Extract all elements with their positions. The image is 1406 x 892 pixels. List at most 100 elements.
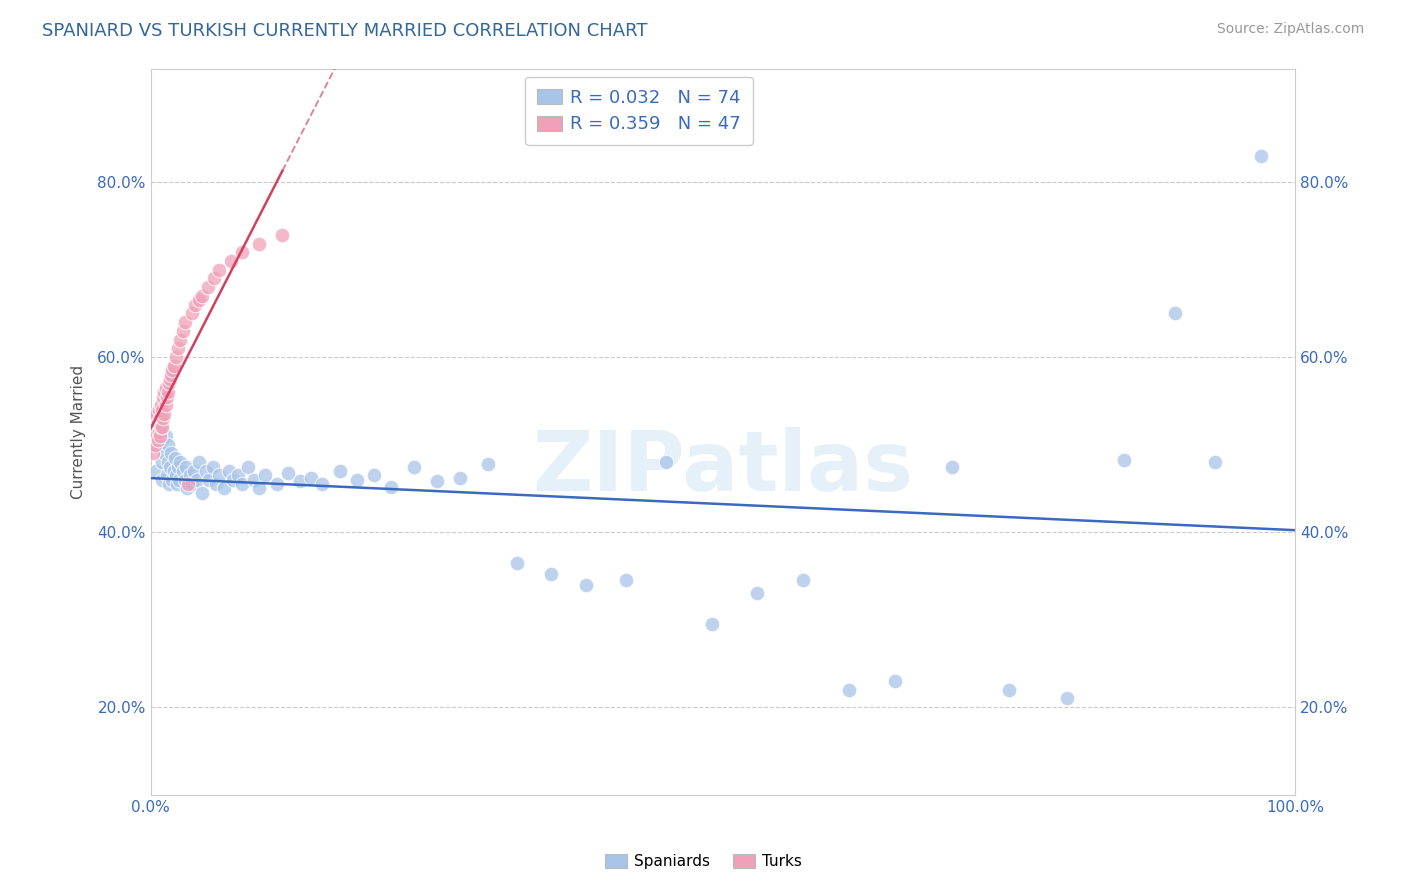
Point: [156, 390, 179, 404]
Point: [311, 477, 333, 491]
Point: [205, 477, 228, 491]
Point: [231, 245, 253, 260]
Point: [160, 446, 183, 460]
Point: [156, 455, 179, 469]
Point: [176, 482, 198, 496]
Point: [159, 459, 181, 474]
Point: [838, 682, 860, 697]
Point: [187, 455, 209, 469]
Point: [148, 402, 170, 417]
Point: [145, 407, 167, 421]
Point: [152, 390, 174, 404]
Point: [1250, 149, 1272, 163]
Point: [198, 473, 221, 487]
Point: [575, 578, 598, 592]
Point: [346, 473, 368, 487]
Point: [149, 411, 172, 425]
Point: [167, 342, 190, 356]
Point: [172, 324, 194, 338]
Point: [614, 574, 637, 588]
Point: [218, 464, 240, 478]
Point: [249, 236, 271, 251]
Point: [152, 411, 174, 425]
Point: [288, 475, 311, 489]
Point: [146, 416, 169, 430]
Point: [201, 459, 224, 474]
Point: [165, 350, 187, 364]
Point: [191, 289, 214, 303]
Point: [184, 298, 207, 312]
Point: [222, 473, 245, 487]
Point: [142, 446, 165, 460]
Text: Source: ZipAtlas.com: Source: ZipAtlas.com: [1216, 22, 1364, 37]
Point: [402, 459, 425, 474]
Point: [162, 464, 184, 478]
Point: [242, 473, 264, 487]
Point: [153, 385, 176, 400]
Point: [208, 468, 231, 483]
Point: [165, 468, 187, 483]
Point: [792, 574, 814, 588]
Point: [219, 254, 242, 268]
Point: [380, 480, 402, 494]
Point: [149, 438, 172, 452]
Point: [477, 457, 499, 471]
Point: [167, 459, 190, 474]
Point: [169, 455, 191, 469]
Point: [146, 434, 169, 448]
Point: [1056, 691, 1078, 706]
Point: [160, 368, 183, 382]
Point: [169, 473, 191, 487]
Point: [145, 429, 167, 443]
Text: ZIPatlas: ZIPatlas: [533, 427, 914, 508]
Point: [174, 473, 197, 487]
Point: [540, 567, 562, 582]
Point: [212, 482, 235, 496]
Point: [271, 227, 294, 242]
Point: [162, 359, 184, 373]
Point: [143, 438, 166, 452]
Point: [883, 673, 905, 688]
Point: [143, 411, 166, 425]
Point: [150, 455, 173, 469]
Point: [187, 293, 209, 308]
Point: [231, 477, 253, 491]
Point: [150, 402, 173, 417]
Point: [153, 407, 176, 421]
Legend: R = 0.032   N = 74, R = 0.359   N = 47: R = 0.032 N = 74, R = 0.359 N = 47: [526, 77, 752, 145]
Point: [1112, 452, 1135, 467]
Point: [655, 455, 678, 469]
Point: [236, 459, 259, 474]
Point: [202, 271, 225, 285]
Point: [155, 381, 177, 395]
Point: [426, 475, 449, 489]
Point: [157, 376, 180, 391]
Point: [1164, 306, 1187, 320]
Point: [249, 482, 271, 496]
Point: [163, 450, 186, 465]
Point: [150, 420, 173, 434]
Point: [183, 464, 205, 478]
Point: [1204, 455, 1226, 469]
Point: [941, 459, 963, 474]
Point: [363, 468, 385, 483]
Point: [166, 477, 188, 491]
Text: SPANIARD VS TURKISH CURRENTLY MARRIED CORRELATION CHART: SPANIARD VS TURKISH CURRENTLY MARRIED CO…: [42, 22, 648, 40]
Point: [700, 617, 723, 632]
Legend: Spaniards, Turks: Spaniards, Turks: [599, 848, 807, 875]
Point: [179, 468, 201, 483]
Point: [143, 429, 166, 443]
Point: [150, 473, 173, 487]
Point: [181, 306, 204, 320]
Point: [174, 459, 197, 474]
Point: [143, 420, 166, 434]
Point: [150, 398, 173, 412]
Point: [747, 586, 769, 600]
Point: [194, 464, 217, 478]
Point: [159, 372, 181, 386]
Point: [156, 438, 179, 452]
Point: [197, 280, 219, 294]
Point: [148, 425, 170, 439]
Y-axis label: Currently Married: Currently Married: [72, 365, 86, 499]
Point: [156, 468, 179, 483]
